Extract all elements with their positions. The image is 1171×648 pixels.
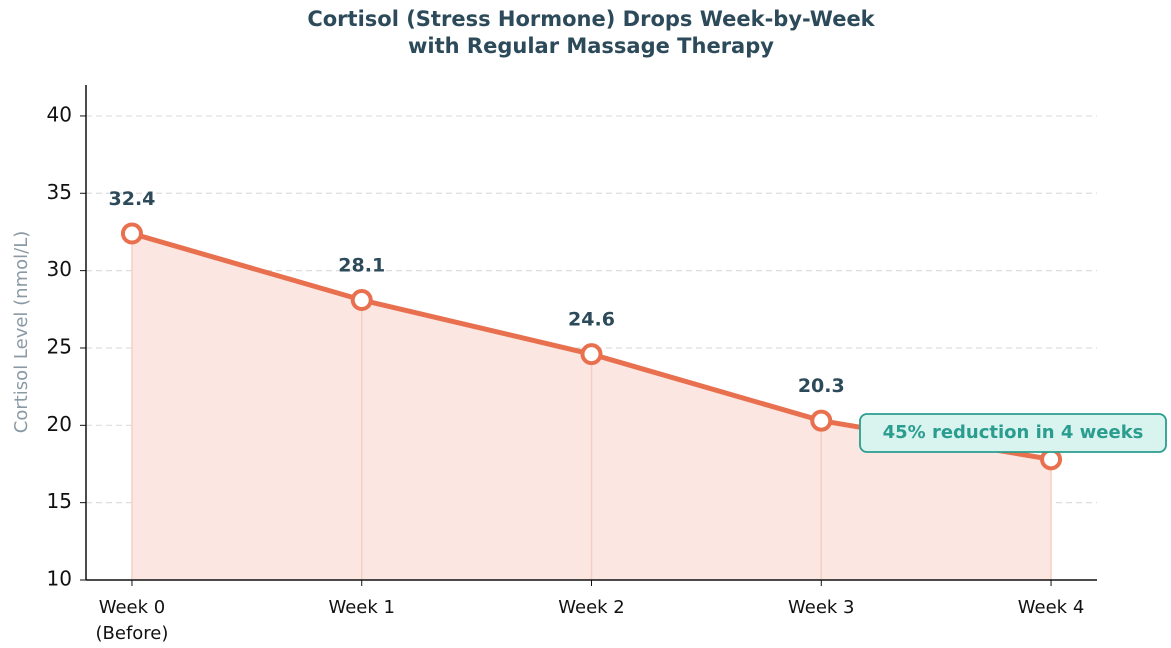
- point: [580, 343, 603, 366]
- y-tick-label: 25: [47, 334, 72, 358]
- chart-title: Cortisol (Stress Hormone) Drops Week-by-…: [307, 7, 875, 31]
- x-tick-label: Week 2: [558, 597, 625, 618]
- chart-subtitle: with Regular Massage Therapy: [408, 34, 774, 58]
- annotation-box: [859, 413, 1167, 453]
- annotation: 45% reduction in 4 weeks: [883, 422, 1144, 443]
- value-label: 32.4: [109, 188, 156, 210]
- y-tick-label: 20: [47, 412, 72, 436]
- point: [810, 409, 833, 432]
- x-tick-label: Week 4: [1018, 597, 1085, 618]
- y-axis-label: Cortisol Level (nmol/L): [11, 231, 32, 433]
- value-label: 20.3: [798, 375, 845, 397]
- x-tick-line: Week 1: [328, 597, 395, 618]
- x-tick-line: Week 4: [1018, 597, 1085, 618]
- x-tick-line: (Before): [96, 623, 169, 644]
- value-label: 28.1: [338, 255, 385, 277]
- x-tick-line: Week 2: [558, 597, 625, 618]
- y-tick-label: 30: [47, 257, 72, 281]
- point: [120, 222, 143, 245]
- x-tick-label: Week 0 (Before): [96, 597, 169, 644]
- y-tick-label: 35: [47, 180, 72, 204]
- y-tick-label: 40: [47, 102, 72, 126]
- y-tick-label: 15: [47, 489, 72, 513]
- x-tick-line: Week 0: [99, 597, 166, 618]
- x-tick-label: Week 3: [788, 597, 855, 618]
- x-tick-label: Week 1: [328, 597, 395, 618]
- value-label: 24.6: [568, 309, 615, 331]
- x-tick-line: Week 3: [788, 597, 855, 618]
- point: [350, 289, 373, 312]
- point: [1040, 448, 1063, 471]
- y-tick-label: 10: [47, 567, 72, 591]
